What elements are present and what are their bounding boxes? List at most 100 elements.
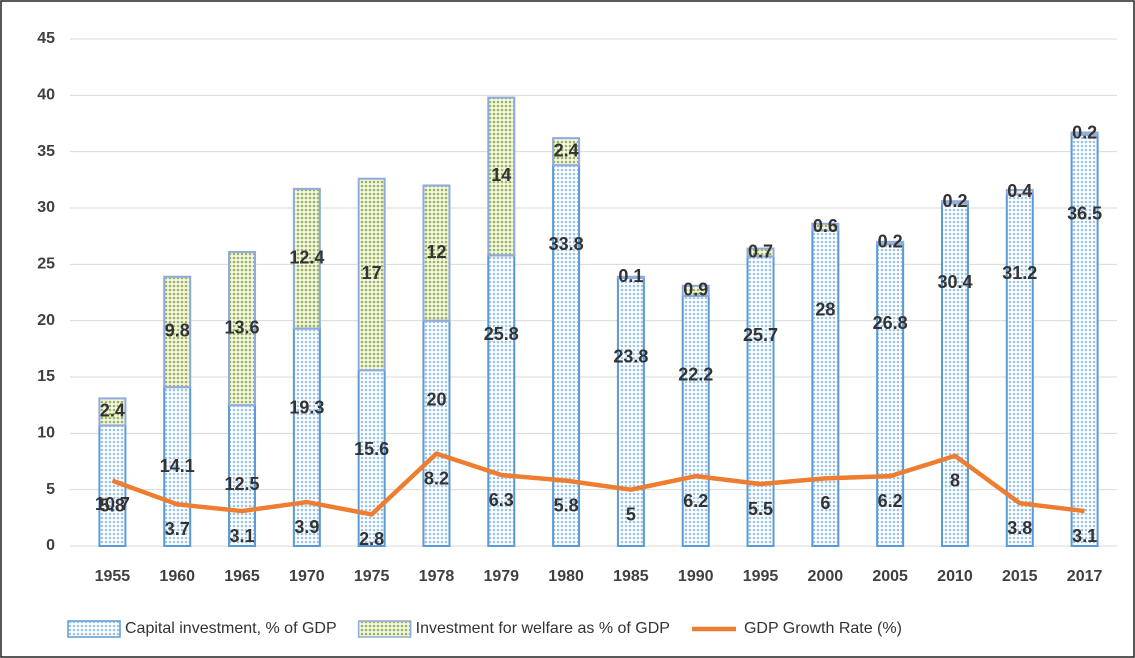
data-label: 5.8	[100, 495, 125, 515]
legend-label: Capital investment, % of GDP	[125, 620, 337, 637]
y-tick-label: 30	[37, 199, 55, 216]
bar	[876, 240, 905, 246]
bar	[876, 243, 905, 547]
data-label: 0.1	[618, 266, 643, 286]
data-label: 6	[820, 493, 830, 513]
bar	[292, 327, 321, 548]
x-tick-label: 1979	[483, 568, 519, 585]
x-tick-label: 2000	[808, 568, 844, 585]
data-label: 23.8	[613, 347, 648, 367]
bar	[616, 275, 645, 279]
data-label: 8.2	[424, 468, 449, 488]
bar	[1070, 131, 1099, 136]
x-tick-label: 2015	[1002, 568, 1038, 585]
bar	[487, 96, 516, 257]
x-tick-label: 1990	[678, 568, 714, 585]
bar	[552, 164, 581, 547]
data-label: 0.6	[813, 216, 838, 236]
bar	[746, 247, 775, 258]
y-tick-label: 40	[37, 87, 55, 104]
data-label: 26.8	[873, 313, 908, 333]
data-label: 2.4	[100, 401, 125, 421]
legend-swatch	[67, 620, 121, 638]
bar	[228, 250, 257, 407]
x-tick-label: 1970	[289, 568, 325, 585]
data-label: 15.6	[354, 439, 389, 459]
data-label: 10.7	[95, 494, 130, 514]
data-label: 25.8	[484, 324, 519, 344]
data-label: 33.8	[549, 234, 584, 254]
x-tick-label: 2017	[1067, 568, 1103, 585]
bar	[357, 369, 386, 547]
data-label: 5.5	[748, 499, 773, 519]
x-tick-label: 1975	[354, 568, 390, 585]
data-label: 5.8	[554, 495, 579, 515]
bar	[940, 200, 969, 205]
x-tick-label: 1978	[419, 568, 455, 585]
data-label: 0.2	[878, 232, 903, 252]
data-label: 3.1	[1072, 526, 1097, 546]
y-tick-label: 10	[37, 425, 55, 442]
data-label: 22.2	[678, 365, 713, 385]
data-label: 3.1	[230, 526, 255, 546]
data-label: 3.7	[165, 519, 190, 539]
data-label: 0.4	[1007, 181, 1032, 201]
data-label: 6.3	[489, 490, 514, 510]
legend-label: GDP Growth Rate (%)	[744, 620, 902, 637]
legend-label: Investment for welfare as % of GDP	[416, 620, 670, 637]
bar	[487, 254, 516, 547]
data-label: 0.2	[942, 191, 967, 211]
data-label: 36.5	[1067, 204, 1102, 224]
data-label: 31.2	[1002, 263, 1037, 283]
x-tick-label: 1985	[613, 568, 649, 585]
data-label: 2.8	[359, 529, 384, 549]
data-label: 17	[362, 263, 382, 283]
bar	[1005, 188, 1034, 196]
bar	[940, 202, 969, 547]
y-tick-label: 20	[37, 312, 55, 329]
data-label: 9.8	[165, 321, 190, 341]
y-tick-label: 5	[46, 481, 55, 498]
data-label: 2.4	[554, 140, 579, 160]
x-tick-label: 1960	[159, 568, 195, 585]
bar	[681, 284, 710, 297]
bar	[228, 404, 257, 547]
y-tick-label: 25	[37, 256, 55, 273]
x-tick-label: 2005	[872, 568, 908, 585]
data-label: 5	[626, 504, 636, 524]
bar	[357, 177, 386, 372]
data-label: 0.2	[1072, 122, 1097, 142]
y-tick-label: 35	[37, 143, 55, 160]
data-label: 30.4	[937, 272, 972, 292]
data-label: 6.2	[683, 491, 708, 511]
bar	[163, 275, 192, 389]
data-label: 14.1	[160, 456, 195, 476]
x-tick-label: 1965	[224, 568, 260, 585]
data-label: 14	[491, 165, 511, 185]
data-label: 19.3	[289, 397, 324, 417]
data-label: 6.2	[878, 491, 903, 511]
data-label: 3.8	[1007, 518, 1032, 538]
data-label: 12.5	[225, 474, 260, 494]
data-label: 20	[426, 389, 446, 409]
x-tick-label: 1980	[548, 568, 584, 585]
x-tick-label: 2010	[937, 568, 973, 585]
legend-swatch	[357, 620, 412, 638]
bar	[552, 137, 581, 167]
y-tick-label: 15	[37, 368, 55, 385]
data-label: 12.4	[289, 247, 324, 267]
data-label: 0.7	[748, 241, 773, 261]
bar	[292, 187, 321, 330]
data-label: 3.9	[294, 517, 319, 537]
bar	[811, 229, 840, 548]
bar	[422, 184, 451, 322]
data-label: 8	[950, 471, 960, 491]
bar	[681, 294, 710, 547]
bar	[1070, 133, 1099, 547]
bar	[1005, 193, 1034, 547]
data-label: 13.6	[225, 317, 260, 337]
x-tick-label: 1955	[95, 568, 131, 585]
bar	[163, 386, 192, 548]
bar	[811, 222, 840, 232]
